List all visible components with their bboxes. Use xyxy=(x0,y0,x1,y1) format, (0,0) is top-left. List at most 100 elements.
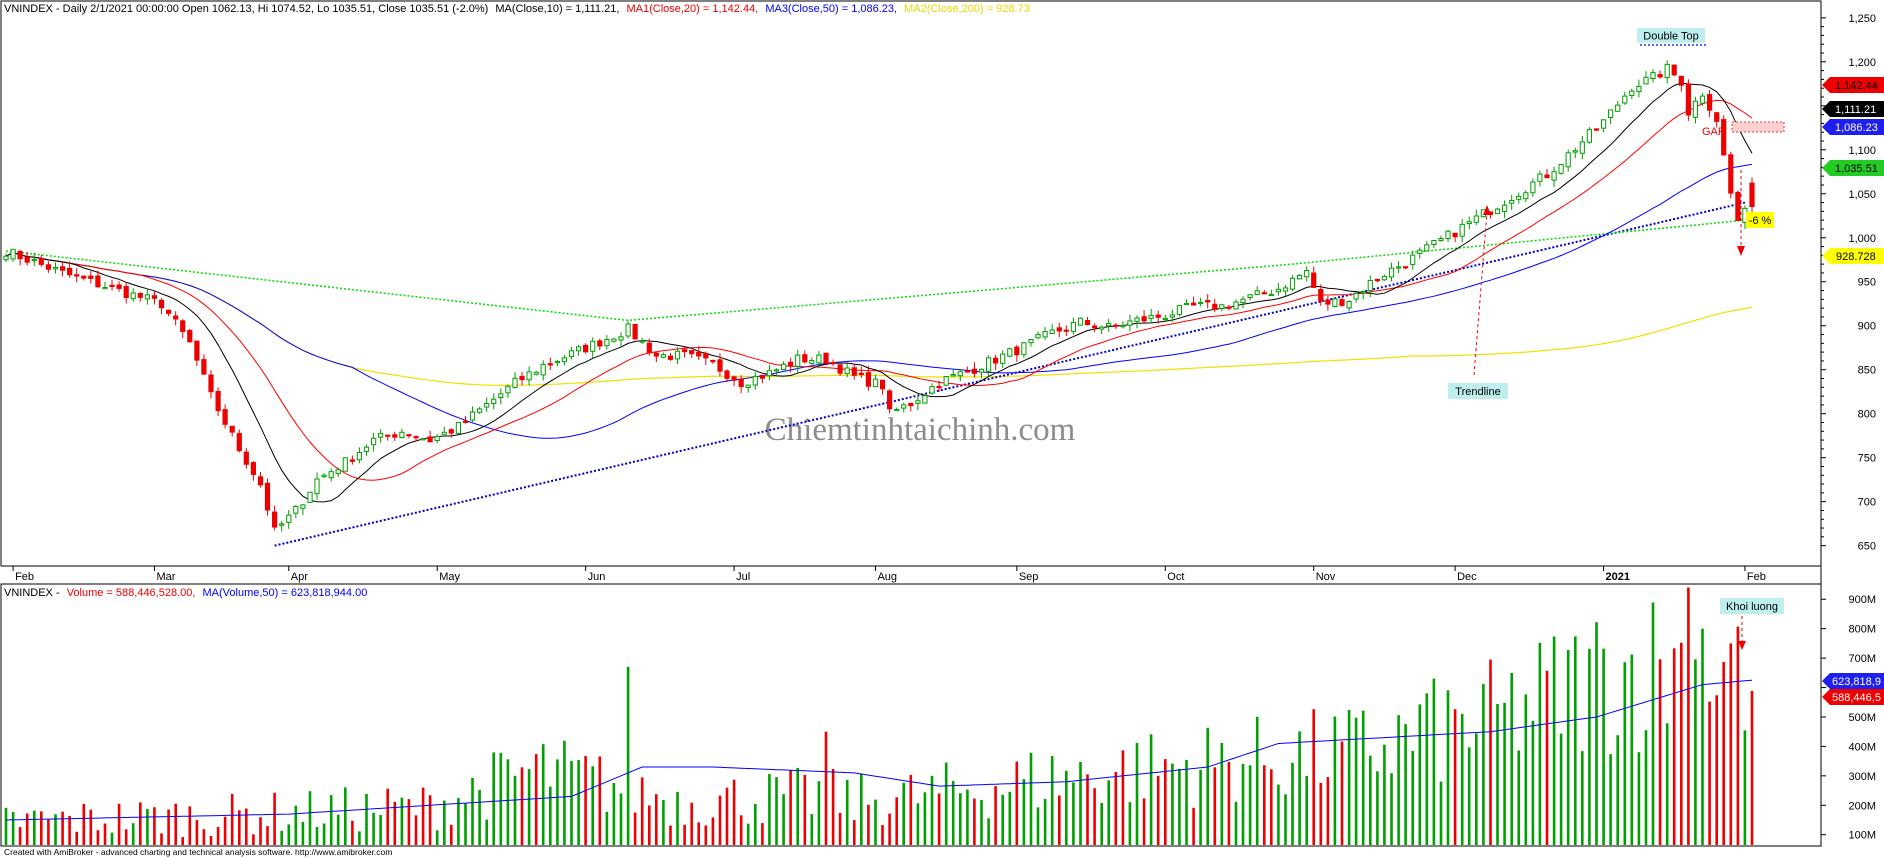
volume-bar xyxy=(54,814,57,845)
x-tick-label: Feb xyxy=(15,571,34,583)
volume-bar xyxy=(676,791,679,845)
candle xyxy=(1692,96,1699,124)
candle-body xyxy=(766,370,772,377)
candle-body xyxy=(1466,221,1472,224)
svg-text:1,142.44: 1,142.44 xyxy=(1835,80,1878,92)
candle xyxy=(964,366,970,373)
trendline-callout: Trendline xyxy=(1448,205,1508,399)
volume-bar xyxy=(1602,648,1605,845)
candle-body xyxy=(1403,266,1409,269)
candle-body xyxy=(583,344,589,353)
volume-bar xyxy=(951,781,955,845)
candle-body xyxy=(809,360,815,364)
volume-bar xyxy=(117,803,121,845)
candle xyxy=(137,292,143,302)
candle xyxy=(526,366,532,386)
candle xyxy=(236,429,242,453)
x-tick-label: Aug xyxy=(877,571,897,583)
candle-body xyxy=(1141,316,1147,322)
candle xyxy=(52,262,59,274)
volume-bar xyxy=(1404,724,1407,845)
candle-body xyxy=(1699,95,1706,104)
candle xyxy=(1176,305,1183,317)
candle-body xyxy=(1360,291,1366,294)
candle xyxy=(894,407,900,412)
volume-bar xyxy=(1418,704,1422,845)
volume-bar xyxy=(739,815,743,845)
volume-bar xyxy=(619,793,623,845)
volume-bar xyxy=(775,777,778,845)
candle xyxy=(88,271,94,284)
volume-bar xyxy=(1058,795,1061,845)
volume-bar xyxy=(1425,693,1429,845)
volume-bar xyxy=(1411,750,1414,845)
candle-body xyxy=(88,275,94,279)
candle xyxy=(1191,296,1197,306)
candle-body xyxy=(1678,75,1684,86)
candle-body xyxy=(1452,232,1458,238)
resistance-trendline xyxy=(5,219,1745,322)
candle xyxy=(491,393,497,410)
candle-body xyxy=(887,390,893,410)
candle xyxy=(682,346,688,358)
volume-bar xyxy=(1503,702,1506,845)
volume-bar xyxy=(1156,775,1160,845)
candle xyxy=(1240,296,1246,309)
candle-body xyxy=(1183,302,1190,306)
candle xyxy=(1169,309,1176,322)
candle-body xyxy=(371,437,377,446)
volume-bar xyxy=(994,786,997,845)
candle-body xyxy=(1431,240,1437,245)
volume-bar xyxy=(648,805,651,845)
candle-body xyxy=(1608,109,1614,119)
candle-body xyxy=(1671,64,1677,76)
volume-bar xyxy=(160,833,163,845)
candle-body xyxy=(194,340,200,361)
candle-body xyxy=(1339,299,1345,306)
candle xyxy=(1735,190,1741,221)
volume-bar xyxy=(1467,747,1471,845)
candle xyxy=(583,343,589,354)
candle xyxy=(1572,147,1578,159)
candle xyxy=(321,473,327,479)
candle xyxy=(1162,314,1168,323)
volume-bar xyxy=(25,813,29,845)
x-tick-label: Mar xyxy=(156,571,175,583)
volume-bar xyxy=(230,793,234,845)
candle-body xyxy=(1523,192,1529,200)
candle-body xyxy=(1275,288,1282,293)
volume-callout-label: Khoi luong xyxy=(1726,601,1778,613)
candle-body xyxy=(696,352,702,357)
candle xyxy=(568,347,575,360)
candle-body xyxy=(1735,191,1741,221)
candle-body xyxy=(166,309,172,314)
candle xyxy=(625,321,631,339)
candle xyxy=(1374,278,1381,283)
candle-body xyxy=(1000,353,1006,364)
candle xyxy=(1106,318,1112,332)
candle-body xyxy=(31,259,37,262)
volume-bar xyxy=(1298,731,1301,845)
candle xyxy=(335,467,341,477)
volume-bar xyxy=(1729,643,1733,845)
candle xyxy=(1678,75,1684,92)
volume-bar xyxy=(329,795,333,845)
price-y-tick-label: 1,250 xyxy=(1848,13,1876,25)
volume-bar xyxy=(796,767,799,845)
candle xyxy=(144,288,151,305)
price-y-tick-label: 1,050 xyxy=(1848,189,1876,201)
volume-bar xyxy=(577,760,580,845)
candle xyxy=(1063,325,1069,337)
candle-body xyxy=(929,386,935,394)
volume-bar xyxy=(1397,715,1400,845)
volume-bar xyxy=(209,835,213,845)
candle xyxy=(498,388,504,405)
volume-bar xyxy=(605,811,609,845)
candle xyxy=(901,402,907,413)
candle xyxy=(802,350,808,364)
volume-bar xyxy=(1687,587,1690,845)
volume-bar xyxy=(761,823,764,845)
decline-arrow: -6 % xyxy=(1737,170,1774,256)
volume-bar xyxy=(139,802,142,845)
candle-body xyxy=(116,284,122,289)
